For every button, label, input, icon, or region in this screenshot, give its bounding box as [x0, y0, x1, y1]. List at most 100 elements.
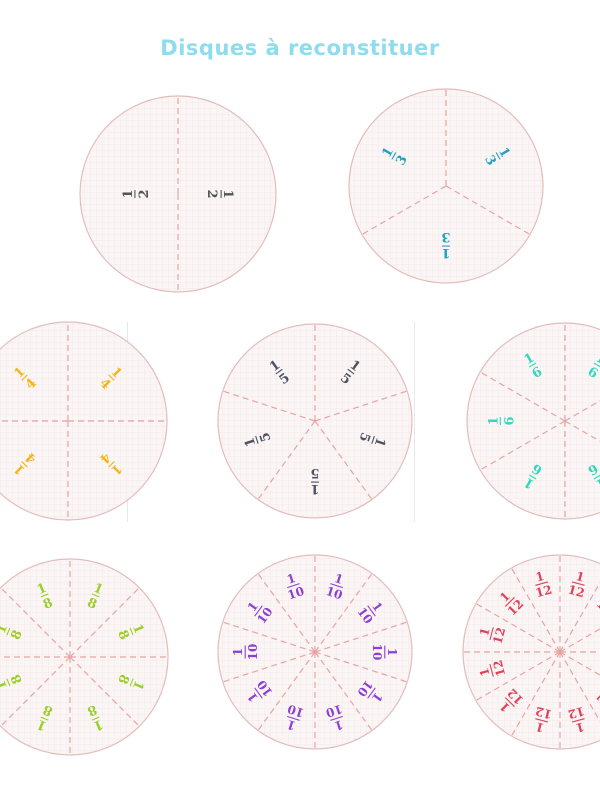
cut-line: [69, 656, 140, 727]
disc-halves[interactable]: 121 2: [79, 95, 277, 293]
svg-text:1: 1: [0, 678, 11, 692]
svg-text:1: 1: [593, 351, 600, 369]
svg-text:1: 1: [593, 474, 600, 492]
fraction-label: 110: [285, 571, 306, 602]
fraction-label: 110: [285, 702, 306, 733]
fraction-label: 110: [370, 644, 399, 661]
fraction-label: 112: [534, 569, 554, 600]
fraction-label: 112: [594, 597, 600, 619]
column-divider: [414, 322, 415, 522]
fraction-label: 112: [566, 569, 586, 600]
cut-line: [257, 651, 316, 731]
svg-text:12: 12: [490, 626, 508, 646]
svg-text:1: 1: [220, 189, 235, 198]
fraction-label: 110: [324, 702, 345, 733]
svg-text:1: 1: [0, 622, 11, 636]
cut-line: [361, 185, 447, 236]
svg-text:1: 1: [574, 719, 586, 735]
svg-text:1: 1: [574, 569, 586, 585]
cut-line: [0, 587, 71, 658]
svg-text:1: 1: [477, 666, 493, 678]
cut-line: [0, 656, 71, 727]
cut-line: [314, 621, 408, 653]
svg-text:5: 5: [356, 430, 373, 443]
page-title: Disques à reconstituer: [160, 36, 440, 60]
cut-line: [510, 567, 561, 653]
cut-line: [222, 390, 316, 422]
svg-text:2: 2: [137, 189, 152, 198]
fraction-label: 112: [594, 686, 600, 708]
svg-text:1: 1: [333, 571, 345, 587]
svg-text:1: 1: [385, 648, 399, 656]
svg-text:1: 1: [285, 571, 297, 587]
svg-text:1: 1: [333, 717, 345, 733]
svg-text:1: 1: [534, 569, 546, 585]
svg-text:1: 1: [371, 435, 388, 448]
fraction-label: 13: [441, 229, 450, 260]
fraction-label: 15: [310, 465, 319, 496]
fraction-label: 112: [534, 704, 554, 735]
cut-line: [479, 371, 566, 422]
svg-text:1: 1: [486, 416, 501, 425]
cut-line: [222, 651, 316, 683]
disc-grid: [464, 556, 600, 748]
svg-text:1: 1: [310, 481, 319, 496]
svg-text:5: 5: [310, 465, 319, 480]
svg-text:12: 12: [534, 704, 554, 722]
cut-line: [475, 602, 561, 653]
cut-line: [257, 420, 316, 500]
svg-text:10: 10: [246, 644, 260, 661]
fraction-label: 112: [566, 704, 586, 735]
fraction-label: 15: [356, 430, 388, 448]
svg-text:1: 1: [231, 648, 245, 656]
svg-text:12: 12: [534, 582, 554, 600]
cut-line: [479, 420, 566, 471]
svg-text:12: 12: [594, 597, 600, 619]
svg-text:5: 5: [257, 430, 274, 443]
svg-text:1: 1: [121, 189, 136, 198]
cut-line: [257, 573, 316, 653]
svg-text:10: 10: [324, 702, 344, 720]
cut-line: [314, 420, 373, 500]
svg-text:1: 1: [242, 435, 259, 448]
cut-line: [222, 621, 316, 653]
cut-line: [314, 651, 408, 683]
svg-text:1: 1: [477, 626, 493, 638]
cut-line: [510, 651, 561, 737]
disc-grid: [468, 324, 600, 518]
disc-sixths[interactable]: 161616161616: [466, 322, 600, 520]
cut-line: [445, 185, 531, 236]
cut-line: [314, 651, 373, 731]
fraction-label: 112: [477, 658, 508, 678]
svg-text:1: 1: [534, 719, 546, 735]
cut-line: [314, 390, 408, 422]
fraction-label: 15: [242, 430, 274, 448]
svg-text:10: 10: [324, 584, 344, 602]
fraction-label: 12: [204, 189, 235, 198]
svg-text:1: 1: [441, 245, 450, 260]
svg-text:10: 10: [286, 702, 306, 720]
svg-text:12: 12: [566, 582, 586, 600]
disc-twelfths[interactable]: 112112112112112112112112112112112112: [462, 554, 600, 750]
cut-line: [475, 651, 561, 702]
fraction-label: 110: [324, 571, 345, 602]
svg-text:12: 12: [566, 704, 586, 722]
fraction-label: 112: [477, 626, 508, 646]
svg-text:3: 3: [441, 229, 450, 244]
svg-text:2: 2: [204, 189, 219, 198]
svg-text:12: 12: [594, 686, 600, 708]
svg-text:6: 6: [502, 416, 517, 425]
svg-text:10: 10: [370, 644, 384, 661]
svg-text:1: 1: [285, 717, 297, 733]
cut-line: [314, 573, 373, 653]
cut-line: [69, 587, 140, 658]
